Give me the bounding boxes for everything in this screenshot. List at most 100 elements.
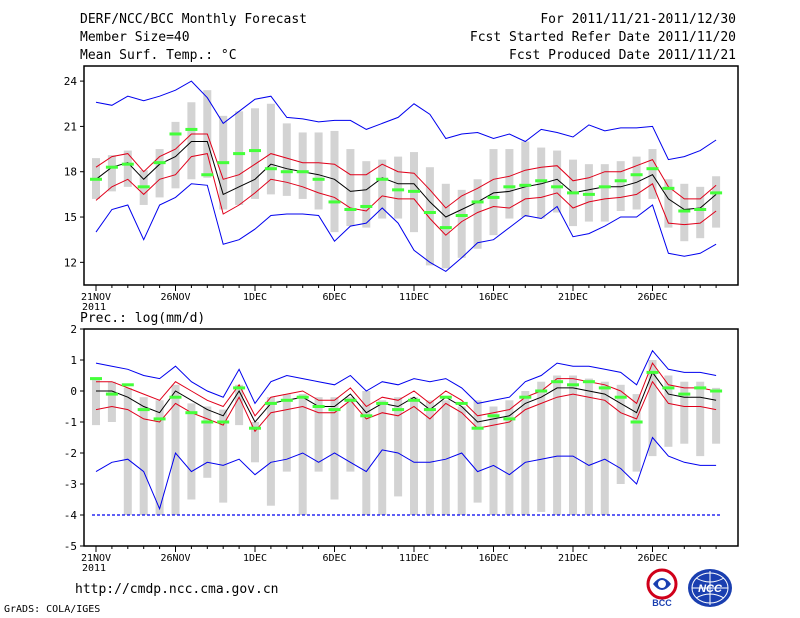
chart-2-member-marker xyxy=(169,395,182,399)
chart-2-x-tick-label: 26NOV xyxy=(160,553,190,564)
chart-1-spread-bar xyxy=(298,132,307,199)
chart-1-x-tick-label: 21DEC xyxy=(558,292,588,303)
precipitation-panel-title: Prec.: log(mm/d) xyxy=(80,311,205,326)
chart-1-member-marker xyxy=(503,185,516,189)
chart-1-spread-bar xyxy=(155,149,164,198)
chart-2-member-marker xyxy=(280,398,293,402)
forecast-period: For 2011/11/21-2011/12/30 xyxy=(540,12,736,27)
chart-1-x-tick-label: 21NOV xyxy=(81,292,111,303)
chart-2-spread-bar xyxy=(171,384,180,515)
chart-2-spread-bar xyxy=(712,387,721,444)
chart-2-spread-bar xyxy=(394,397,403,497)
chart-2-spread-bar xyxy=(441,400,450,515)
chart-2-spread-bar xyxy=(696,381,705,457)
chart-1-member-marker xyxy=(646,167,659,171)
chart-2-spread-bar xyxy=(616,384,625,484)
chart-1-spread-bar xyxy=(584,164,593,222)
chart-2-y-tick-label: 2 xyxy=(70,323,77,336)
chart-2-spread-bar xyxy=(680,381,689,444)
chart-2-member-marker xyxy=(217,420,230,424)
chart-1-x-tick-label: 16DEC xyxy=(478,292,508,303)
chart-2-member-marker xyxy=(296,395,309,399)
chart-2-member-marker xyxy=(503,417,516,421)
chart-1-member-marker xyxy=(694,207,707,211)
chart-1-member-marker xyxy=(185,127,198,131)
chart-1-spread-bar xyxy=(346,149,355,227)
chart-2-x-tick-label: 21NOV xyxy=(81,553,111,564)
chart-1-spread-bar xyxy=(696,186,705,239)
chart-2-spread-bar xyxy=(569,375,577,515)
chart-1-spread-bar xyxy=(425,167,434,266)
chart-1-member-marker xyxy=(264,167,277,171)
chart-2-min-line xyxy=(95,436,717,511)
chart-2-member-marker xyxy=(439,395,452,399)
chart-2-spread-bar xyxy=(187,403,196,500)
chart-1-member-marker xyxy=(360,204,373,208)
chart-2-y-tick-label: 0 xyxy=(70,385,77,398)
chart-1-lower-band-line xyxy=(95,153,717,236)
chart-1-spread-bar xyxy=(537,147,546,219)
chart-2-y-tick-label: -3 xyxy=(64,478,77,491)
chart-2-member-marker xyxy=(344,398,357,402)
chart-2-member-marker xyxy=(376,401,389,405)
chart-2-x-tick-label: 26DEC xyxy=(637,553,667,564)
chart-1-x-tick-year-label: 2011 xyxy=(82,302,106,313)
chart-1-member-marker xyxy=(121,162,134,166)
member-size-label: Member Size=40 xyxy=(80,30,190,45)
chart-2-member-marker xyxy=(598,386,611,390)
chart-1-max-line xyxy=(95,80,717,161)
chart-2-spread-bar xyxy=(123,387,132,515)
chart-1-member-marker xyxy=(296,170,309,174)
chart-2-ensemble-mean-line xyxy=(96,371,717,423)
chart-1-member-marker xyxy=(487,195,500,199)
chart-2-spread-bar xyxy=(600,381,609,515)
chart-2-spread-bar xyxy=(648,360,657,457)
chart-2-member-marker xyxy=(423,408,436,412)
chart-2-member-marker xyxy=(312,405,325,408)
chart-2-spread-bar xyxy=(457,406,466,515)
chart-1-y-tick-label: 12 xyxy=(64,256,77,269)
chart-2-spread-bar xyxy=(266,397,275,506)
fcst-started-date: Fcst Started Refer Date 2011/11/20 xyxy=(469,30,736,45)
chart-2-spread-bar xyxy=(139,397,148,515)
chart-2-member-marker xyxy=(233,386,246,390)
chart-1-member-marker xyxy=(582,192,595,196)
grads-credit: GrADS: COLA/IGES xyxy=(4,604,101,615)
chart-1-member-marker xyxy=(678,209,691,213)
chart-2-spread-bar xyxy=(155,400,164,515)
chart-2-member-marker xyxy=(519,395,532,399)
chart-1-spread-bar xyxy=(362,161,371,228)
chart-1-spread-bar xyxy=(282,123,291,196)
chart-2-x-tick-label: 6DEC xyxy=(322,553,346,564)
chart-2-x-tick-year-label: 2011 xyxy=(82,563,106,574)
chart-2-spread-bar xyxy=(107,381,116,422)
chart-2-x-tick-label: 1DEC xyxy=(243,553,267,564)
chart-1-member-marker xyxy=(630,173,643,177)
chart-2-x-tick-label: 21DEC xyxy=(558,553,588,564)
chart-1-member-marker xyxy=(217,161,230,165)
chart-2-y-tick-label: -2 xyxy=(64,447,77,460)
chart-1-spread-bar xyxy=(187,102,196,180)
chart-1-spread-bar xyxy=(330,130,339,233)
chart-1-member-marker xyxy=(153,161,166,165)
chart-1-upper-band-line xyxy=(95,133,717,209)
chart-2-member-marker xyxy=(392,408,405,412)
chart-1-frame xyxy=(83,65,739,286)
chart-2-x-tick-label: 11DEC xyxy=(399,553,429,564)
chart-2-member-marker xyxy=(137,408,150,412)
chart-1-spread-bar xyxy=(553,150,562,213)
chart-1-member-marker xyxy=(201,173,214,177)
chart-2-member-marker xyxy=(455,401,468,405)
chart-1-member-marker xyxy=(535,179,548,183)
chart-1-x-tick-label: 26NOV xyxy=(160,292,190,303)
chart-1-member-marker xyxy=(471,200,484,204)
source-url[interactable]: http://cmdp.ncc.cma.gov.cn xyxy=(75,582,279,597)
chart-1-member-marker xyxy=(439,226,452,230)
chart-2-spread-bar xyxy=(203,406,212,478)
chart-1-spread-bar xyxy=(171,121,180,189)
chart-1-member-marker xyxy=(598,185,611,189)
chart-1-x-tick-label: 26DEC xyxy=(637,292,667,303)
chart-2-spread-bar xyxy=(489,406,498,515)
